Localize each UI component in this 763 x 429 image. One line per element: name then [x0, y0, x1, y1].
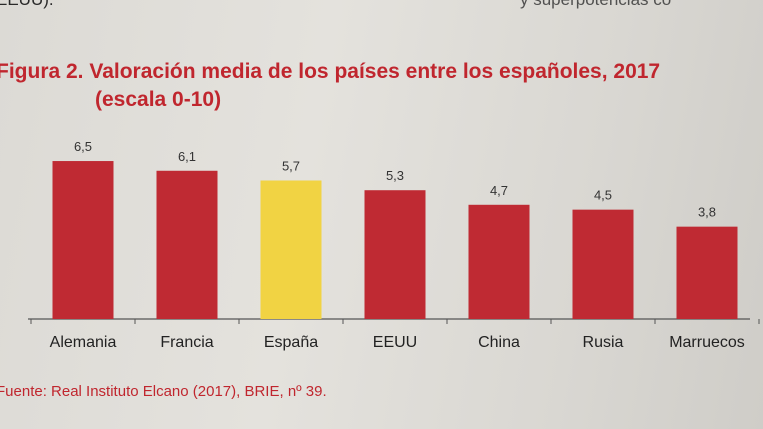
value-label: 4,5: [594, 188, 612, 203]
category-label: Francia: [160, 334, 213, 351]
figure-title: Figura 2. Valoración media de los países…: [0, 60, 661, 83]
category-label: EEUU: [373, 334, 417, 351]
bar-rusia: [572, 209, 634, 319]
bar-eeuu: [364, 190, 426, 319]
value-label: 4,7: [490, 183, 508, 198]
category-label: China: [478, 334, 520, 351]
category-label: España: [264, 334, 318, 351]
bar-alemania: [52, 161, 114, 319]
category-label: Rusia: [583, 334, 624, 351]
category-label: Marruecos: [669, 334, 745, 351]
value-label: 5,3: [386, 168, 404, 183]
value-label: 3,8: [698, 205, 716, 220]
bar-marruecos: [676, 226, 738, 319]
category-label: Alemania: [50, 334, 117, 351]
top-right-text-fragment: y superpotencias co: [520, 0, 671, 10]
top-text-fragment: EEUU).: [0, 0, 54, 10]
bar-españa: [260, 180, 322, 319]
value-label: 6,1: [178, 149, 196, 164]
bar-francia: [156, 170, 218, 319]
figure-subtitle: (escala 0-10): [95, 88, 222, 111]
value-label: 6,5: [74, 139, 92, 154]
bar-china: [468, 204, 530, 319]
figure-source: Fuente: Real Instituto Elcano (2017), BR…: [0, 383, 327, 400]
value-label: 5,7: [282, 158, 300, 173]
